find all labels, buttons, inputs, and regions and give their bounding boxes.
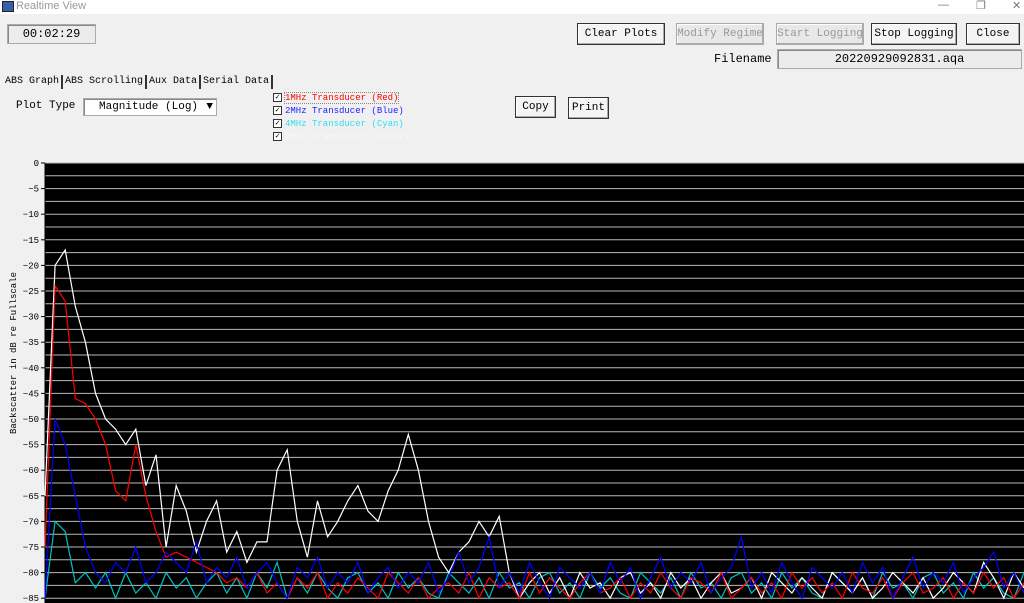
y-tick-label: −30 bbox=[23, 313, 39, 323]
y-tick-label: −10 bbox=[23, 210, 39, 220]
clear-plots-button[interactable]: Clear Plots bbox=[577, 23, 665, 45]
y-tick-label: −50 bbox=[23, 415, 39, 425]
tab-aux-data[interactable]: Aux Data bbox=[147, 75, 202, 89]
transducer-4mhz-checkbox[interactable]: ✓ 4MHz Transducer (Cyan) bbox=[273, 118, 404, 130]
tab-abs-scrolling[interactable]: ABS Scrolling bbox=[63, 75, 148, 89]
elapsed-timer: 00:02:29 bbox=[7, 24, 96, 44]
y-tick-label: −75 bbox=[23, 543, 39, 553]
checkbox-icon: ✓ bbox=[273, 106, 282, 116]
print-button[interactable]: Print bbox=[568, 97, 609, 119]
plot-type-select[interactable]: Magnitude (Log) ▼ bbox=[83, 98, 217, 116]
checkbox-icon: ✓ bbox=[273, 132, 282, 142]
window-title: Realtime View bbox=[16, 0, 87, 12]
plot-type-value: Magnitude (Log) bbox=[99, 101, 199, 113]
series-line-0 bbox=[44, 248, 1024, 600]
transducer-label: 1MHz Transducer (Red) bbox=[283, 92, 400, 104]
chevron-down-icon: ▼ bbox=[206, 101, 213, 113]
y-tick-label: −15 bbox=[23, 236, 39, 246]
plot-area bbox=[45, 163, 1024, 603]
title-bar: Realtime View — ❐ ✕ bbox=[0, 0, 1024, 14]
y-tick-label: −70 bbox=[23, 517, 39, 527]
plot-type-label: Plot Type bbox=[16, 100, 76, 112]
checkbox-icon: ✓ bbox=[273, 119, 282, 129]
start-logging-button[interactable]: Start Logging bbox=[776, 23, 864, 45]
y-tick-label: −40 bbox=[23, 364, 39, 374]
stop-logging-button[interactable]: Stop Logging bbox=[871, 23, 957, 45]
y-tick-label: −85 bbox=[23, 594, 39, 603]
y-tick-label: −5 bbox=[28, 185, 39, 195]
transducer-label: 8MHz Transducer (White) bbox=[285, 132, 410, 142]
transducer-8mhz-checkbox[interactable]: ✓ 8MHz Transducer (White) bbox=[273, 131, 409, 143]
y-tick-label: −35 bbox=[23, 338, 39, 348]
series-line-1 bbox=[44, 284, 1024, 600]
transducer-1mhz-checkbox[interactable]: ✓ 1MHz Transducer (Red) bbox=[273, 92, 400, 104]
y-tick-label: −65 bbox=[23, 492, 39, 502]
y-tick-label: 0 bbox=[34, 159, 39, 169]
tab-serial-data[interactable]: Serial Data bbox=[201, 75, 274, 89]
tab-abs-graph[interactable]: ABS Graph bbox=[3, 75, 64, 89]
abs-graph-chart: 0 −5 −10 −15 −20 −25 −30 −35 −40 −45 −50 −55 −60 −65 −… bbox=[0, 155, 1024, 603]
y-axis-label: Backscatter in dB re Fullscale bbox=[9, 272, 19, 434]
y-tick-label: −45 bbox=[23, 389, 39, 399]
restore-button[interactable]: ❐ bbox=[976, 0, 986, 12]
series-line-2 bbox=[44, 418, 1024, 600]
transducer-2mhz-checkbox[interactable]: ✓ 2MHz Transducer (Blue) bbox=[273, 105, 404, 117]
y-tick-label: −80 bbox=[23, 569, 39, 579]
y-tick-label: −60 bbox=[23, 466, 39, 476]
modify-regime-button[interactable]: Modify Regime bbox=[676, 23, 764, 45]
copy-button[interactable]: Copy bbox=[515, 96, 556, 118]
window-close-button[interactable]: ✕ bbox=[1012, 0, 1022, 12]
tab-bar: ABS Graph ABS Scrolling Aux Data Serial Dat… bbox=[3, 75, 274, 89]
transducer-label: 2MHz Transducer (Blue) bbox=[285, 106, 404, 116]
y-tick-label: −55 bbox=[23, 441, 39, 451]
transducer-label: 4MHz Transducer (Cyan) bbox=[285, 119, 404, 129]
checkbox-icon: ✓ bbox=[273, 93, 282, 103]
filename-field: 20220929092831.aqa bbox=[777, 49, 1022, 69]
minimize-button[interactable]: — bbox=[938, 0, 949, 11]
filename-label: Filename bbox=[714, 52, 772, 66]
y-tick-label: −20 bbox=[23, 261, 39, 271]
y-tick-label: −25 bbox=[23, 287, 39, 297]
close-button[interactable]: Close bbox=[966, 23, 1020, 45]
app-icon bbox=[2, 1, 14, 12]
